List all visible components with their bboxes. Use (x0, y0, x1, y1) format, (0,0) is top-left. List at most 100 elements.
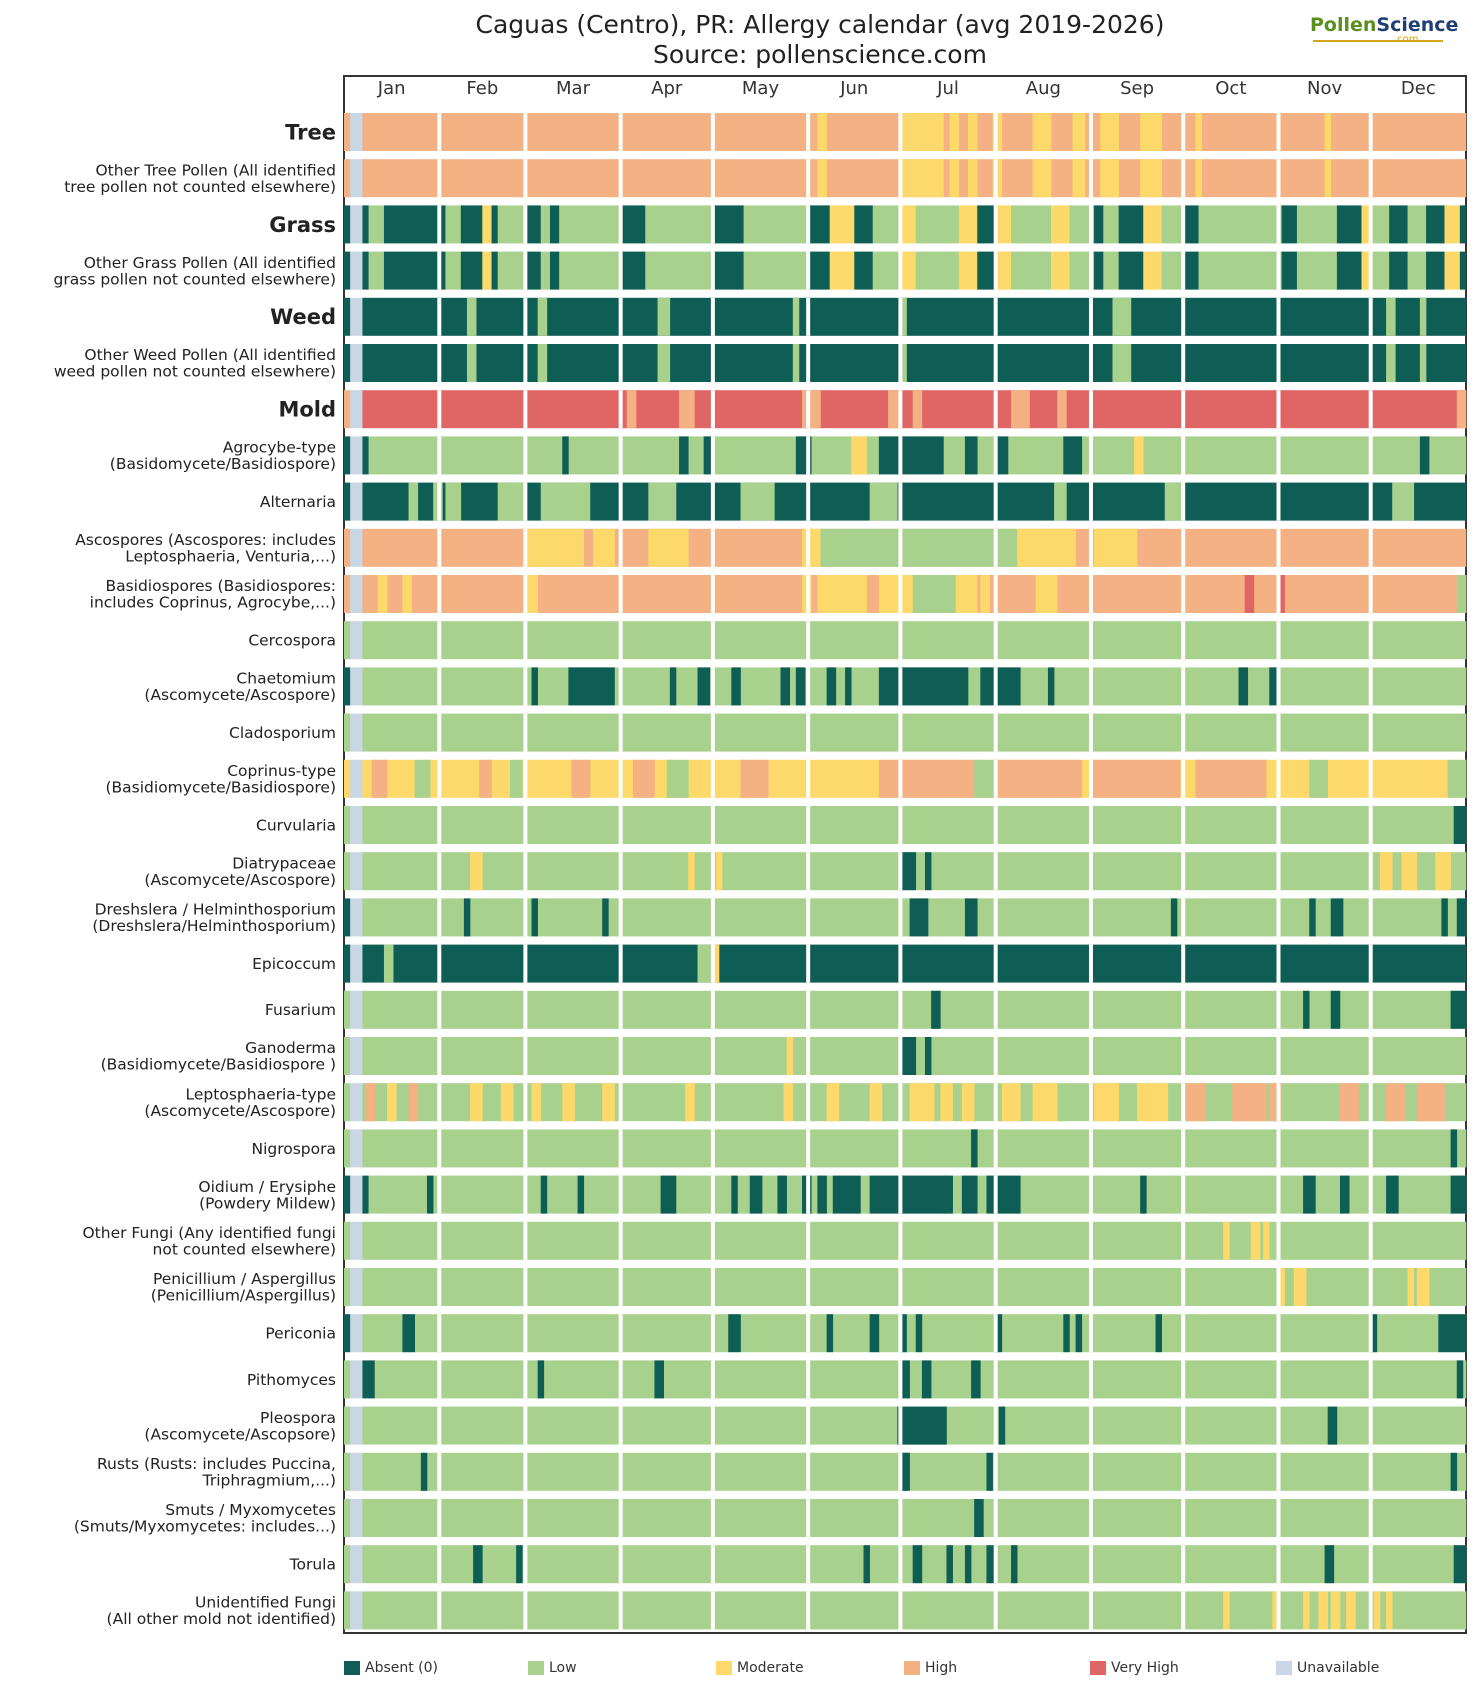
month-gap (710, 251, 715, 290)
month-gap (993, 528, 998, 567)
month-gap (898, 344, 903, 382)
day-segment (666, 759, 689, 798)
row-label: Grass (269, 213, 336, 237)
day-segment (1195, 159, 1202, 198)
row-label: (Dreshslera/Helminthosporium) (92, 917, 336, 935)
month-gap (1181, 944, 1186, 983)
day-segment (1435, 852, 1451, 891)
month-gap (710, 1083, 715, 1122)
month-gap (993, 1499, 998, 1537)
day-segment (445, 482, 462, 521)
day-segment (344, 390, 351, 429)
day-segment (350, 297, 363, 336)
day-segment (878, 575, 913, 613)
row-label: Torula (289, 1556, 336, 1574)
month-gap (898, 1268, 903, 1306)
day-segment (1195, 759, 1267, 798)
day-segment (525, 205, 542, 244)
month-gap (618, 1129, 623, 1168)
month-gap (898, 251, 903, 290)
day-segment (350, 113, 363, 151)
month-gap (898, 621, 903, 660)
day-segment (740, 482, 775, 521)
day-segment (1198, 205, 1282, 244)
month-gap (618, 1545, 623, 1584)
day-segment (1438, 1314, 1467, 1353)
day-segment (995, 205, 1012, 244)
day-segment (1327, 1406, 1338, 1445)
row-label: Agrocybe-type (223, 439, 336, 457)
day-segment (1281, 205, 1298, 244)
day-segment (1373, 1591, 1381, 1630)
month-gap (618, 251, 623, 290)
month-gap (523, 1452, 528, 1491)
day-segment (344, 436, 351, 475)
day-segment (426, 1175, 434, 1214)
month-gap (523, 1499, 528, 1537)
month-gap (1368, 759, 1373, 798)
day-segment (1051, 251, 1070, 290)
month-gap (806, 1268, 811, 1306)
row-label: tree pollen not counted elsewhere) (64, 178, 336, 196)
day-segment (1170, 898, 1178, 937)
legend: Absent (0) Low Moderate High Very High Unavai… (0, 1660, 1480, 1680)
month-gap (993, 713, 998, 752)
day-segment (344, 575, 351, 613)
month-gap (523, 621, 528, 660)
month-gap (993, 1083, 998, 1122)
month-gap (1088, 621, 1093, 660)
day-segment (1011, 251, 1052, 290)
day-segment (344, 1499, 351, 1537)
day-segment (362, 806, 1467, 844)
month-gap (993, 1406, 998, 1445)
day-segment (657, 344, 671, 382)
month-gap (710, 1499, 715, 1537)
day-segment (1137, 1083, 1169, 1122)
day-segment (562, 1083, 575, 1122)
month-gap (1368, 1221, 1373, 1260)
day-segment (602, 898, 609, 937)
month-gap (1368, 344, 1373, 382)
month-gap (1276, 205, 1281, 244)
day-segment (1389, 251, 1408, 290)
day-segment (350, 575, 363, 613)
month-gap (710, 205, 715, 244)
month-gap (437, 251, 442, 290)
day-segment (1149, 528, 1169, 567)
month-gap (437, 575, 442, 613)
month-gap (1181, 297, 1186, 336)
day-segment (657, 297, 671, 336)
month-gap (1088, 297, 1093, 336)
month-gap (993, 205, 998, 244)
day-segment (344, 1175, 351, 1214)
month-gap (1276, 759, 1281, 798)
heatmap-row (344, 1499, 1467, 1537)
month-gap (523, 806, 528, 844)
day-segment (900, 113, 944, 151)
day-segment (463, 898, 471, 937)
month-gap (1276, 482, 1281, 521)
month-gap (1088, 944, 1093, 983)
day-segment (344, 344, 351, 382)
row-label: Diatrypaceae (232, 854, 336, 872)
month-gap (898, 852, 903, 891)
day-segment (1386, 1591, 1393, 1630)
row-label: Penicillium / Aspergillus (153, 1270, 336, 1288)
day-segment (1450, 1452, 1458, 1491)
month-gap (1368, 852, 1373, 891)
day-segment (679, 390, 695, 429)
month-gap (437, 806, 442, 844)
month-gap (523, 575, 528, 613)
day-segment (525, 528, 585, 567)
month-gap (1088, 713, 1093, 752)
day-segment (1032, 1083, 1058, 1122)
day-segment (445, 205, 462, 244)
day-segment (1223, 1221, 1230, 1260)
month-gap (1181, 759, 1186, 798)
day-segment (900, 205, 917, 244)
day-segment (1386, 344, 1396, 382)
row-label: Ascospores (Ascospores: includes (75, 531, 336, 549)
day-segment (964, 898, 978, 937)
month-gap (898, 1221, 903, 1260)
month-gap (437, 1591, 442, 1630)
